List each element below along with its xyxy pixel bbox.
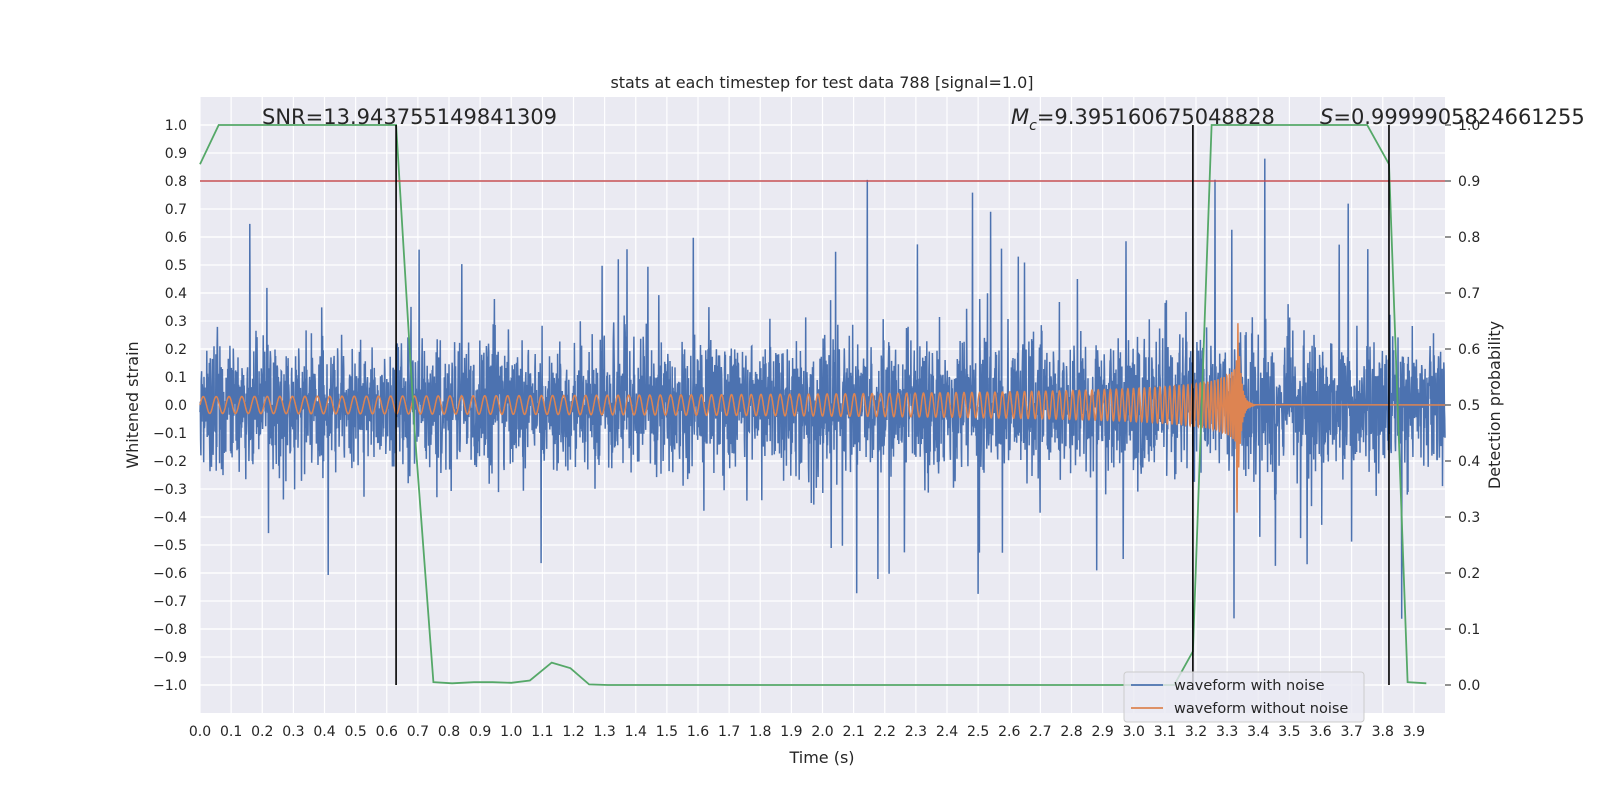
y-tick-label: −0.4	[153, 510, 187, 526]
x-tick-label: 3.2	[1185, 724, 1207, 740]
x-tick-label: 1.6	[687, 724, 709, 740]
x-tick-label: 1.1	[531, 724, 553, 740]
x-tick-label: 3.8	[1372, 724, 1394, 740]
y2-tick-label: 0.1	[1458, 622, 1480, 638]
legend: waveform with noise waveform without noi…	[1123, 671, 1365, 723]
x-tick-labels: 0.0 0.1 0.2 0.3 0.4 0.5 0.6 0.7 0.8 0.9 1.0 1.1 1.2 1…	[189, 724, 1425, 740]
chart-title: stats at each timestep for test data 788…	[610, 73, 1033, 92]
y2-tick-label: 0.7	[1458, 286, 1480, 302]
y-tick-label: 0.4	[165, 286, 187, 302]
y2-tick-label: 0.4	[1458, 454, 1480, 470]
x-tick-label: 1.0	[500, 724, 522, 740]
y-tick-label: −0.3	[153, 482, 187, 498]
x-tick-label: 0.0	[189, 724, 211, 740]
y-tick-label: −0.7	[153, 594, 187, 610]
y2-tick-label: 0.6	[1458, 342, 1480, 358]
x-tick-label: 1.2	[562, 724, 584, 740]
y-tick-label: −0.1	[153, 426, 187, 442]
s-symbol: S	[1320, 105, 1333, 129]
y-axis-title: Whitened strain	[123, 341, 142, 468]
y-tick-label: 0.8	[165, 174, 187, 190]
x-tick-label: 2.0	[811, 724, 833, 740]
series-line-waveform-without-noise	[199, 323, 1446, 513]
x-tick-label: 3.3	[1216, 724, 1238, 740]
y-tick-label: 0.2	[165, 342, 187, 358]
y-tick-label: 1.0	[165, 118, 187, 134]
x-tick-label: 2.6	[998, 724, 1020, 740]
y-tick-label: 0.1	[165, 370, 187, 386]
legend-box	[1123, 671, 1365, 723]
x-tick-label: 0.6	[376, 724, 398, 740]
y2-tick-label: 0.5	[1458, 398, 1480, 414]
x-tick-label: 3.1	[1154, 724, 1176, 740]
x-tick-label: 1.7	[718, 724, 740, 740]
y2-tick-label: 0.8	[1458, 230, 1480, 246]
series-group	[199, 124, 1446, 686]
x-tick-label: 1.3	[593, 724, 615, 740]
y2-tick-label: 0.2	[1458, 566, 1480, 582]
y-tick-label: −0.6	[153, 566, 187, 582]
x-tick-label: 3.7	[1340, 724, 1362, 740]
y-tick-label: −0.8	[153, 622, 187, 638]
y-tick-label: 0.0	[165, 398, 187, 414]
x-tick-label: 0.2	[251, 724, 273, 740]
x-tick-label: 2.4	[936, 724, 958, 740]
s-annotation: S=0.9999905824661255	[1320, 105, 1585, 129]
y-tick-label: −1.0	[153, 678, 187, 694]
x-tick-label: 0.9	[469, 724, 491, 740]
y2-tick-label: 1.0	[1458, 118, 1480, 134]
mc-value: =9.395160675048828	[1037, 105, 1275, 129]
x-tick-label: 0.5	[344, 724, 366, 740]
legend-label-noise: waveform with noise	[1174, 678, 1325, 694]
x-tick-label: 0.7	[407, 724, 429, 740]
x-tick-label: 1.5	[656, 724, 678, 740]
y-tick-label: 0.9	[165, 146, 187, 162]
y-tick-labels: 1.0 0.9 0.8 0.7 0.6 0.5 0.4 0.3 0.2 0.1 0.0 −0.1 −0.…	[153, 118, 187, 694]
x-tick-label: 2.5	[967, 724, 989, 740]
mc-subscript: c	[1029, 118, 1037, 134]
s-value: =0.9999905824661255	[1333, 105, 1584, 129]
x-tick-label: 2.1	[842, 724, 864, 740]
mc-annotation: Mc=9.395160675048828	[1011, 105, 1275, 134]
y2-tick-label: 0.9	[1458, 174, 1480, 190]
mc-symbol: M	[1011, 105, 1029, 129]
y-tick-label: 0.6	[165, 230, 187, 246]
y-tick-label: 0.7	[165, 202, 187, 218]
x-tick-label: 2.2	[874, 724, 896, 740]
x-tick-label: 3.5	[1278, 724, 1300, 740]
y2-axis-title: Detection probability	[1485, 321, 1504, 489]
x-tick-label: 2.3	[905, 724, 927, 740]
y-tick-label: 0.5	[165, 258, 187, 274]
x-tick-label: 1.4	[625, 724, 647, 740]
x-axis-title: Time (s)	[788, 748, 854, 767]
x-tick-label: 3.6	[1309, 724, 1331, 740]
x-tick-label: 2.8	[1060, 724, 1082, 740]
x-tick-label: 1.9	[780, 724, 802, 740]
x-tick-label: 2.9	[1091, 724, 1113, 740]
overlays	[200, 125, 1445, 685]
x-tick-label: 3.4	[1247, 724, 1269, 740]
x-tick-label: 0.1	[220, 724, 242, 740]
series-line-detection-probability	[199, 124, 1427, 686]
y-tick-label: −0.5	[153, 538, 187, 554]
snr-annotation: SNR=13.943755149841309	[262, 105, 557, 129]
x-tick-label: 2.7	[1029, 724, 1051, 740]
y2-tick-label: 0.3	[1458, 510, 1480, 526]
x-tick-label: 3.9	[1403, 724, 1425, 740]
y-tick-label: −0.2	[153, 454, 187, 470]
y-tick-label: 0.3	[165, 314, 187, 330]
x-tick-label: 1.8	[749, 724, 771, 740]
x-tick-label: 3.0	[1123, 724, 1145, 740]
y2-tick-label: 0.0	[1458, 678, 1480, 694]
x-tick-label: 0.3	[282, 724, 304, 740]
y-tick-label: −0.9	[153, 650, 187, 666]
y2-tick-labels: 1.0 0.9 0.8 0.7 0.6 0.5 0.4 0.3 0.2 0.1 0.0	[1445, 118, 1480, 694]
legend-label-clean: waveform without noise	[1174, 701, 1348, 717]
x-tick-label: 0.4	[313, 724, 335, 740]
x-tick-label: 0.8	[438, 724, 460, 740]
